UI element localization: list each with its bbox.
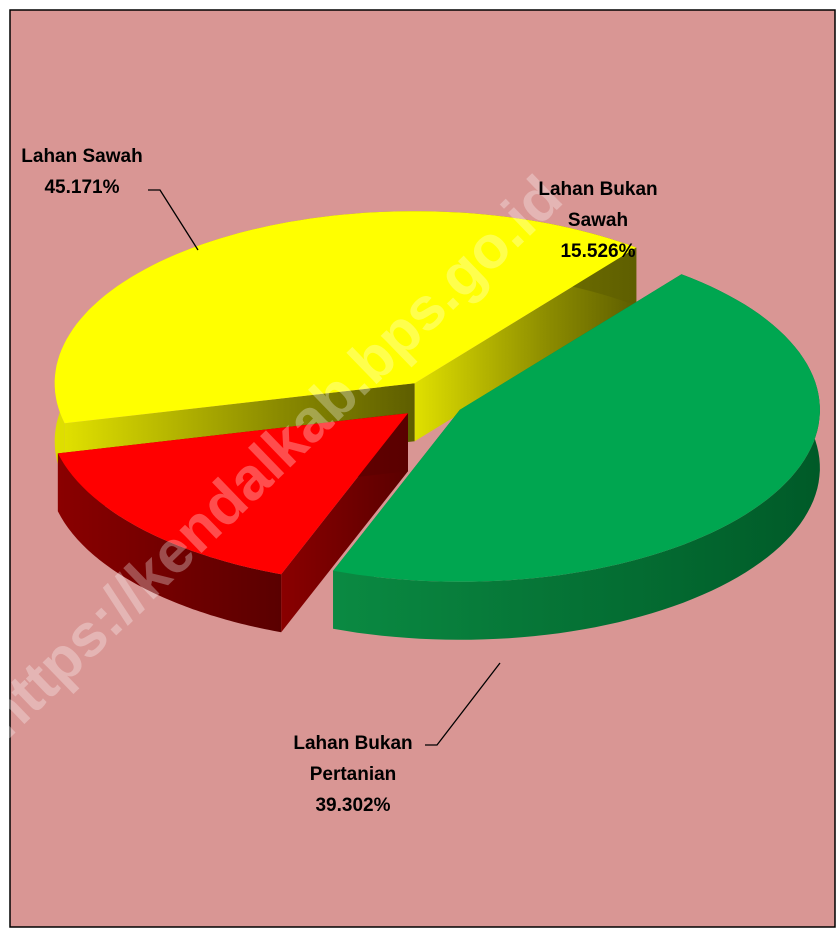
slice-side xyxy=(57,453,282,633)
value-label: 45.171% xyxy=(44,177,120,198)
category-label: Lahan Bukan Pertanian xyxy=(293,733,413,785)
pie xyxy=(54,211,820,640)
slice-side xyxy=(333,274,820,640)
value-label: 15.526% xyxy=(560,241,636,262)
category-label: Lahan Bukan Sawah xyxy=(538,179,658,231)
data-label: Lahan Bukan Sawah 15.526% xyxy=(528,174,668,267)
leader-line xyxy=(148,189,199,251)
data-label: Lahan Sawah 45.171% xyxy=(2,141,162,203)
category-label: Lahan Sawah xyxy=(21,146,143,167)
slice xyxy=(57,413,409,575)
leader-line xyxy=(425,662,501,746)
slice xyxy=(333,274,820,582)
value-label: 39.302% xyxy=(315,795,391,816)
data-label: Lahan Bukan Pertanian 39.302% xyxy=(283,728,423,821)
slice-face xyxy=(414,247,637,442)
slice xyxy=(54,211,637,424)
